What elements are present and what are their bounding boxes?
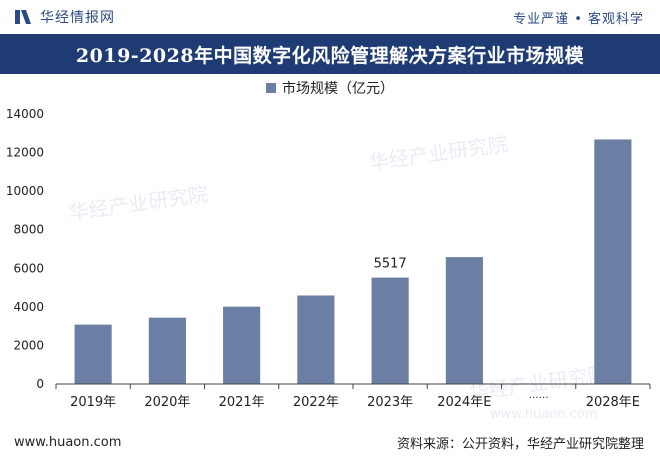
y-tick-label: 4000 bbox=[13, 300, 44, 314]
brand-name: 华经情报网 bbox=[40, 10, 115, 26]
slogan: 专业严谨 • 客观科学 bbox=[513, 11, 644, 27]
bar bbox=[371, 277, 409, 384]
bar bbox=[74, 324, 112, 384]
bar-chart: 华经产业研究院 华经产业研究院 华经产业研究院 www.huaon.com 02… bbox=[6, 107, 651, 422]
title-bar: 2019-2028年中国数字化风险管理解决方案行业市场规模 bbox=[0, 34, 660, 74]
x-tick-label: 2019年 bbox=[70, 395, 116, 410]
bar bbox=[445, 257, 483, 384]
brand[interactable]: 华经情报网 bbox=[14, 7, 115, 27]
x-tick-label: 2021年 bbox=[219, 395, 265, 410]
x-axis: 2019年 2020年 2021年 2022年 2023年 2024年E …… 2028年E bbox=[55, 383, 651, 410]
x-tick-label: …… bbox=[529, 390, 549, 401]
logo-icon bbox=[15, 10, 31, 24]
x-tick-label: 2022年 bbox=[293, 395, 339, 410]
watermark-text: 华经产业研究院 bbox=[367, 132, 509, 175]
footer: www.huaon.com 资料来源：公开资料，华经产业研究院整理 bbox=[0, 424, 660, 460]
footer-website[interactable]: www.huaon.com bbox=[14, 434, 122, 450]
legend-label: 市场规模（亿元） bbox=[282, 81, 394, 97]
x-tick-label: 2020年 bbox=[144, 395, 190, 410]
header-bar: 华经情报网 专业严谨 • 客观科学 bbox=[0, 0, 660, 34]
bar bbox=[223, 306, 261, 384]
data-label: 5517 bbox=[374, 257, 407, 272]
x-tick-label: 2028年E bbox=[586, 395, 640, 410]
bars: 5517 bbox=[74, 139, 632, 384]
y-tick-label: 10000 bbox=[6, 184, 44, 198]
bar bbox=[594, 139, 632, 384]
bar bbox=[297, 295, 335, 384]
chart-title: 2019-2028年中国数字化风险管理解决方案行业市场规模 bbox=[75, 44, 585, 67]
watermark-url: www.huaon.com bbox=[490, 407, 597, 420]
footer-source: 资料来源：公开资料，华经产业研究院整理 bbox=[396, 436, 644, 452]
legend-swatch bbox=[266, 83, 276, 93]
watermark: 华经产业研究院 华经产业研究院 华经产业研究院 www.huaon.com bbox=[67, 132, 609, 422]
y-tick-label: 0 bbox=[36, 377, 44, 391]
y-tick-label: 14000 bbox=[6, 107, 44, 121]
y-tick-label: 12000 bbox=[6, 146, 44, 160]
legend: 市场规模（亿元） bbox=[0, 76, 660, 100]
x-tick-label: 2023年 bbox=[367, 395, 413, 410]
y-tick-label: 8000 bbox=[13, 223, 44, 237]
bar bbox=[148, 317, 186, 384]
x-tick-label: 2024年E bbox=[437, 395, 491, 410]
y-tick-label: 6000 bbox=[13, 261, 44, 275]
watermark-text: 华经产业研究院 bbox=[67, 182, 209, 225]
y-axis: 0 2000 4000 6000 8000 10000 12000 14000 bbox=[6, 107, 44, 391]
y-tick-label: 2000 bbox=[13, 338, 44, 352]
